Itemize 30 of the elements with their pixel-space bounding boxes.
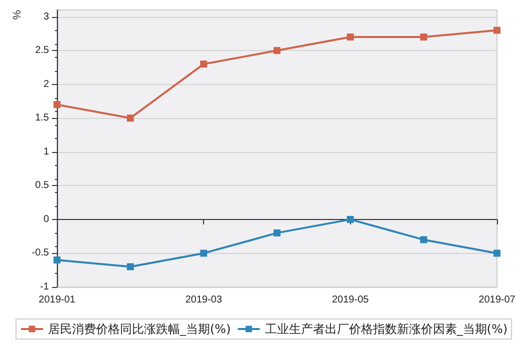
y-tick-label: 3 [43,11,50,22]
point [494,250,500,257]
x-tick-label: 2019-01 [38,294,76,306]
point [346,216,354,223]
point [200,250,208,257]
point [200,60,208,68]
y-tick-label: 1 [43,146,50,158]
y-tick-label: -1 [40,282,50,292]
point [54,101,60,108]
point [346,34,354,41]
y-tick-label: -0.5 [32,248,50,259]
point [274,47,280,54]
y-tick-label: 2.5 [35,45,50,56]
point [126,263,134,270]
y-tick-label: 1.5 [35,112,50,124]
point [420,34,428,41]
legend-label: 工业生产者出厂价格指数新涨价因素_当期(%) [264,322,508,336]
y-tick-label: 0 [43,214,50,225]
x-tick-label: 2019-05 [332,294,370,306]
point [274,229,280,236]
x-tick-label: 2019-07 [478,294,516,306]
point [54,256,60,264]
y-tick-label: 0.5 [35,180,50,192]
point [494,26,500,34]
legend-label: 居民消费价格同比涨跌幅_当期(%) [48,322,231,336]
point [126,114,134,122]
x-tick-label: 2019-03 [185,294,222,306]
y-axis-title: % [12,10,24,20]
point [420,236,428,244]
y-tick-label: 2 [43,78,50,90]
